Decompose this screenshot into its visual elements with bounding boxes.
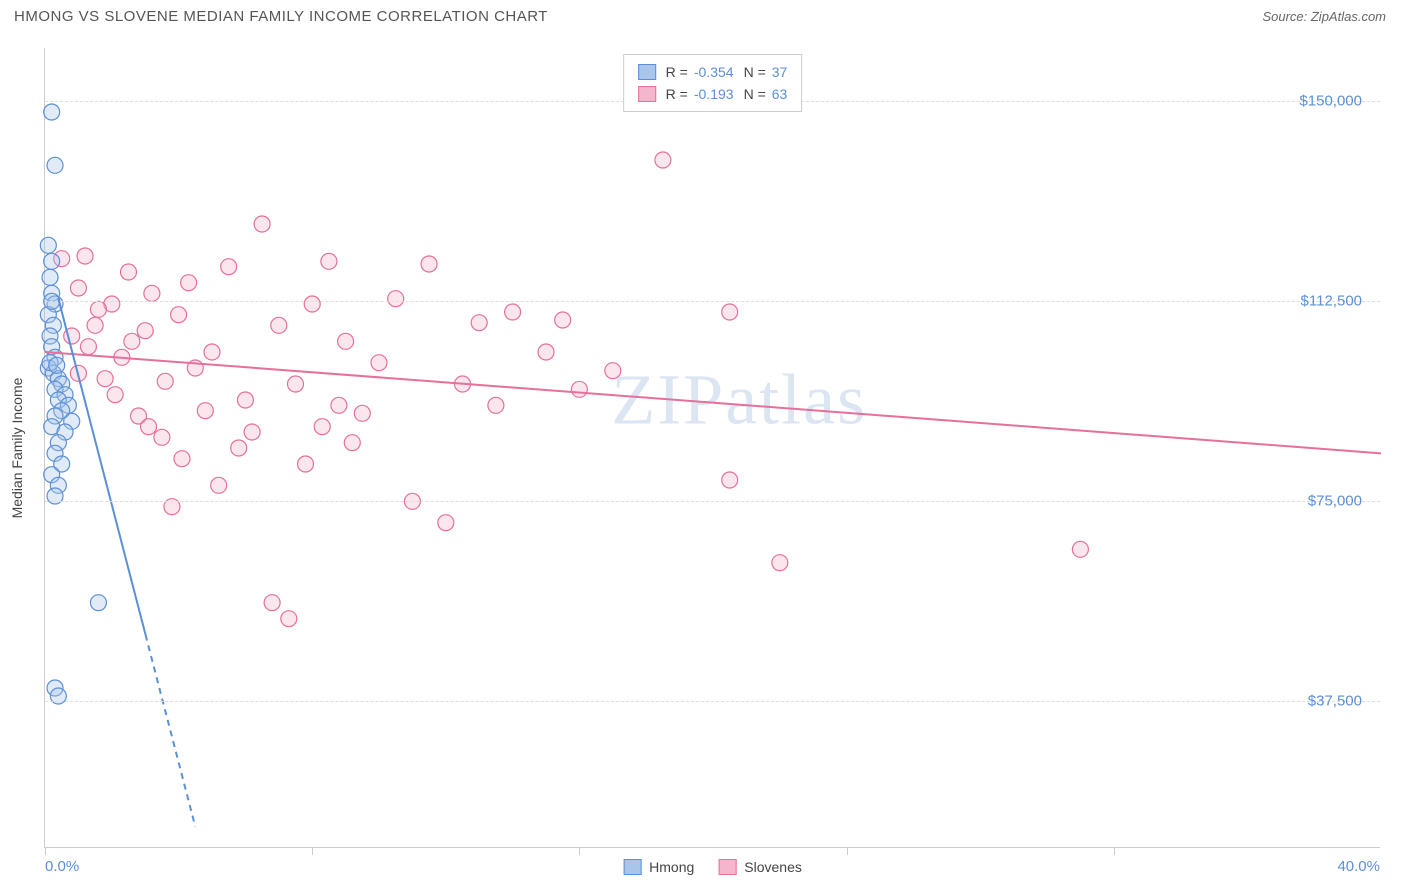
data-point (288, 376, 304, 392)
series-legend: Hmong Slovenes (623, 859, 802, 875)
data-point (144, 285, 160, 301)
data-point (298, 456, 314, 472)
data-point (231, 440, 247, 456)
data-point (181, 275, 197, 291)
data-point (171, 307, 187, 323)
scatter-plot-svg (45, 48, 1380, 847)
gridline (45, 501, 1380, 502)
legend-row-slovenes: R = -0.193 N = 63 (638, 83, 788, 105)
data-point (438, 515, 454, 531)
data-point (121, 264, 137, 280)
chart-header: HMONG VS SLOVENE MEDIAN FAMILY INCOME CO… (0, 0, 1406, 31)
trend-line (146, 635, 196, 827)
y-tick-label: $75,000 (1308, 493, 1362, 510)
data-point (421, 256, 437, 272)
data-point (571, 381, 587, 397)
data-point (722, 304, 738, 320)
data-point (354, 405, 370, 421)
swatch-slovenes-bottom (718, 859, 736, 875)
data-point (371, 355, 387, 371)
data-point (655, 152, 671, 168)
data-point (97, 371, 113, 387)
legend-row-hmong: R = -0.354 N = 37 (638, 61, 788, 83)
data-point (44, 253, 60, 269)
swatch-hmong-bottom (623, 859, 641, 875)
data-point (237, 392, 253, 408)
data-point (314, 419, 330, 435)
legend-item-slovenes: Slovenes (718, 859, 802, 875)
chart-plot-area: Median Family Income ZIPatlas R = -0.354… (44, 48, 1380, 848)
y-tick-label: $150,000 (1299, 93, 1362, 110)
data-point (49, 357, 65, 373)
data-point (157, 373, 173, 389)
data-point (244, 424, 260, 440)
data-point (555, 312, 571, 328)
data-point (70, 280, 86, 296)
x-tick (312, 847, 313, 855)
data-point (137, 323, 153, 339)
y-axis-title: Median Family Income (9, 377, 25, 518)
data-point (77, 248, 93, 264)
x-tick (847, 847, 848, 855)
data-point (87, 317, 103, 333)
data-point (304, 296, 320, 312)
data-point (80, 339, 96, 355)
data-point (338, 333, 354, 349)
data-point (331, 397, 347, 413)
y-tick-label: $112,500 (1301, 293, 1362, 310)
data-point (211, 477, 227, 493)
x-tick (45, 847, 46, 855)
data-point (488, 397, 504, 413)
swatch-hmong (638, 64, 656, 80)
data-point (321, 253, 337, 269)
legend-item-hmong: Hmong (623, 859, 694, 875)
data-point (174, 451, 190, 467)
x-tick (579, 847, 580, 855)
x-axis-min-label: 0.0% (45, 858, 79, 875)
data-point (722, 472, 738, 488)
gridline (45, 701, 1380, 702)
data-point (154, 429, 170, 445)
data-point (605, 363, 621, 379)
data-point (505, 304, 521, 320)
data-point (107, 387, 123, 403)
data-point (40, 237, 56, 253)
chart-title: HMONG VS SLOVENE MEDIAN FAMILY INCOME CO… (14, 8, 548, 25)
data-point (221, 259, 237, 275)
data-point (90, 301, 106, 317)
data-point (538, 344, 554, 360)
data-point (254, 216, 270, 232)
data-point (197, 403, 213, 419)
swatch-slovenes (638, 86, 656, 102)
data-point (124, 333, 140, 349)
x-tick (1114, 847, 1115, 855)
data-point (344, 435, 360, 451)
data-point (264, 595, 280, 611)
correlation-legend: R = -0.354 N = 37 R = -0.193 N = 63 (623, 54, 803, 112)
data-point (471, 315, 487, 331)
source-attribution: Source: ZipAtlas.com (1262, 9, 1386, 24)
data-point (388, 291, 404, 307)
data-point (42, 269, 58, 285)
data-point (1072, 541, 1088, 557)
gridline (45, 301, 1380, 302)
x-axis-max-label: 40.0% (1337, 858, 1380, 875)
data-point (772, 555, 788, 571)
data-point (271, 317, 287, 333)
data-point (141, 419, 157, 435)
data-point (281, 611, 297, 627)
data-point (44, 104, 60, 120)
data-point (47, 157, 63, 173)
data-point (90, 595, 106, 611)
y-tick-label: $37,500 (1308, 693, 1362, 710)
data-point (204, 344, 220, 360)
